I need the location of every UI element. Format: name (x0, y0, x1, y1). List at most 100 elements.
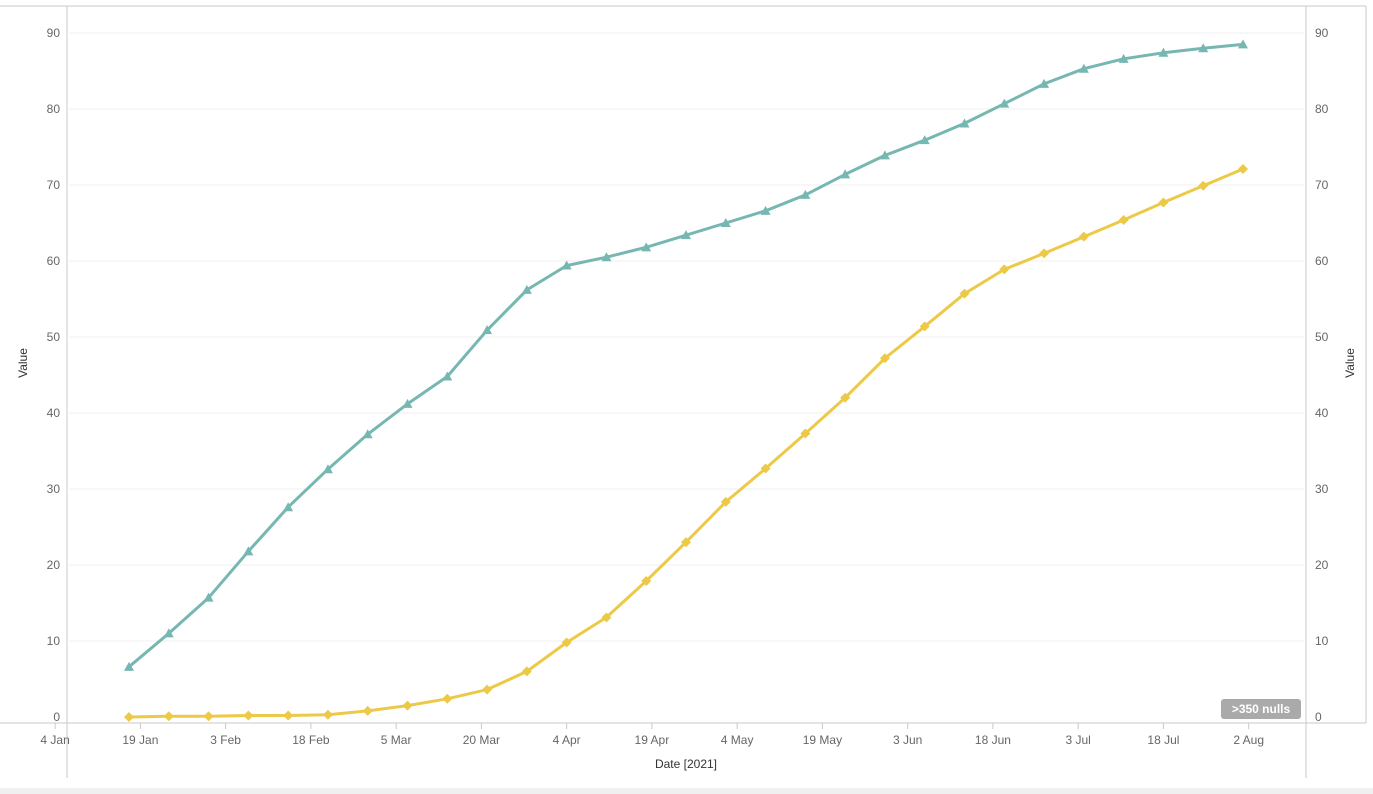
data-point[interactable] (203, 711, 214, 722)
data-point[interactable] (124, 712, 134, 722)
data-point[interactable] (760, 463, 771, 474)
data-point[interactable] (681, 537, 691, 548)
data-point[interactable] (561, 260, 572, 270)
data-point[interactable] (442, 371, 453, 381)
data-point[interactable] (641, 575, 652, 586)
x-tick-label: 18 Jul (1147, 733, 1179, 747)
data-point[interactable] (800, 428, 811, 439)
nulls-badge[interactable] (1221, 699, 1301, 719)
data-point[interactable] (521, 284, 532, 294)
bottom-strip (0, 788, 1373, 794)
data-point[interactable] (1078, 231, 1089, 242)
y-right-tick-label: 90 (1315, 26, 1329, 40)
data-point[interactable] (1158, 197, 1169, 208)
data-point[interactable] (322, 464, 333, 474)
data-point[interactable] (402, 700, 413, 711)
data-point[interactable] (1198, 180, 1209, 191)
y-right-tick-label: 30 (1315, 482, 1329, 496)
data-point[interactable] (879, 353, 890, 364)
y-left-tick-label: 60 (47, 254, 61, 268)
data-point[interactable] (959, 288, 970, 299)
data-point[interactable] (521, 666, 532, 677)
data-point[interactable] (1238, 39, 1248, 49)
data-point[interactable] (840, 392, 851, 403)
data-point[interactable] (800, 189, 811, 199)
x-tick-label: 3 Feb (210, 733, 241, 747)
x-tick-label: 18 Jun (975, 733, 1011, 747)
data-point[interactable] (840, 169, 851, 179)
data-point[interactable] (681, 230, 691, 240)
data-point[interactable] (601, 252, 612, 262)
data-point[interactable] (283, 502, 294, 512)
y-left-tick-label: 50 (47, 330, 61, 344)
data-point[interactable] (959, 118, 970, 128)
x-tick-label: 2 Aug (1233, 733, 1264, 747)
gridlines (69, 32, 1304, 642)
data-point[interactable] (1118, 214, 1129, 225)
data-point[interactable] (163, 711, 174, 722)
data-point[interactable] (1118, 53, 1129, 63)
x-tick-label: 20 Mar (463, 733, 500, 747)
y-right-tick-label: 80 (1315, 102, 1329, 116)
data-point[interactable] (1158, 47, 1169, 57)
y-right-tick-label: 20 (1315, 558, 1329, 572)
data-point[interactable] (362, 429, 373, 439)
y-right-tick-label: 0 (1315, 710, 1322, 724)
data-point[interactable] (243, 710, 254, 721)
x-axis-ticks: 4 Jan 19 Jan 3 Feb 18 Feb 5 Mar 20 Mar 4 Apr 19… (40, 723, 1264, 747)
nulls-indicator[interactable]: >350 nulls (1221, 699, 1301, 719)
x-tick-label: 4 May (721, 733, 754, 747)
data-point[interactable] (362, 705, 373, 716)
series-layer (124, 39, 1248, 722)
data-point[interactable] (482, 325, 493, 335)
data-point[interactable] (203, 592, 214, 602)
data-point[interactable] (1198, 43, 1209, 53)
data-point[interactable] (720, 496, 731, 507)
x-tick-label: 5 Mar (381, 733, 412, 747)
data-point[interactable] (919, 321, 930, 332)
x-tick-label: 18 Feb (292, 733, 330, 747)
y-left-tick-label: 30 (47, 482, 61, 496)
data-point[interactable] (124, 661, 134, 671)
data-point[interactable] (641, 242, 652, 252)
data-point[interactable] (919, 135, 930, 145)
x-tick-label: 3 Jul (1065, 733, 1090, 747)
data-point[interactable] (322, 709, 333, 720)
x-tick-label: 4 Apr (553, 733, 581, 747)
y-left-tick-label: 0 (53, 710, 60, 724)
data-point[interactable] (402, 398, 413, 408)
data-point[interactable] (482, 684, 493, 695)
data-point[interactable] (1039, 78, 1050, 88)
y-right-tick-label: 50 (1315, 330, 1329, 344)
data-point[interactable] (1039, 248, 1050, 259)
data-point[interactable] (283, 710, 294, 721)
data-point[interactable] (999, 98, 1010, 108)
series-1 (124, 39, 1248, 671)
y-axis-right-title: Value (1343, 348, 1357, 378)
x-tick-label: 4 Jan (40, 733, 69, 747)
y-left-tick-label: 20 (47, 558, 61, 572)
nulls-badge-label: >350 nulls (1232, 702, 1291, 716)
data-point[interactable] (163, 628, 174, 638)
data-point[interactable] (243, 546, 254, 556)
x-tick-label: 19 Jan (122, 733, 158, 747)
data-point[interactable] (1238, 164, 1248, 175)
y-axis-left-title: Value (16, 348, 30, 378)
data-point[interactable] (442, 693, 453, 704)
x-tick-label: 3 Jun (893, 733, 922, 747)
data-point[interactable] (601, 612, 612, 623)
x-axis-title: Date [2021] (655, 757, 717, 771)
x-tick-label: 19 Apr (635, 733, 670, 747)
data-point[interactable] (760, 205, 771, 215)
data-point[interactable] (720, 218, 731, 227)
x-tick-label: 19 May (803, 733, 842, 747)
y-axis-right-ticks: 0 10 20 30 40 50 60 70 80 90 (1315, 26, 1329, 724)
data-point[interactable] (1078, 63, 1089, 73)
data-point[interactable] (999, 264, 1010, 275)
axis-frame (0, 5, 1373, 794)
y-right-tick-label: 60 (1315, 254, 1329, 268)
data-point[interactable] (561, 637, 572, 648)
data-point[interactable] (879, 150, 890, 160)
